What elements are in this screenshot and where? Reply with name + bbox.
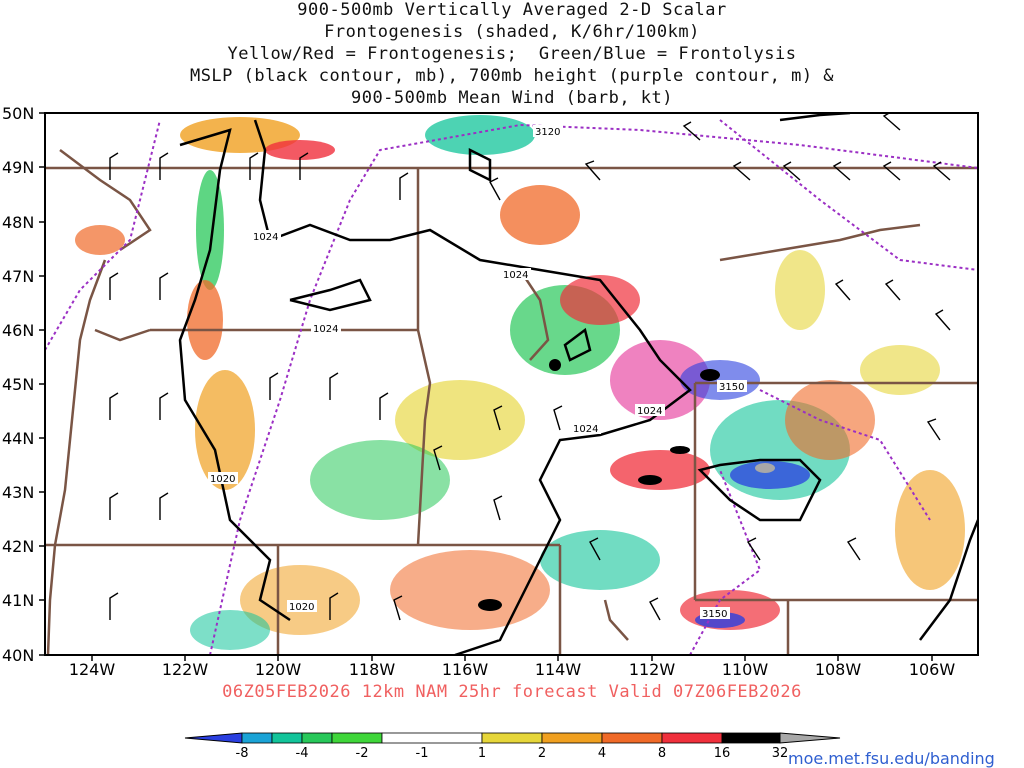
lon-label: 116W xyxy=(441,660,489,679)
height-700mb-contours xyxy=(45,119,978,655)
mslp-label: 1024 xyxy=(503,270,528,281)
lat-label: 45N xyxy=(2,375,35,394)
lon-label: 108W xyxy=(814,660,862,679)
lon-label: 114W xyxy=(534,660,582,679)
height-label: 3120 xyxy=(535,127,560,138)
colorbar-label: -8 xyxy=(235,746,249,761)
chart-title-line-1: 900-500mb Vertically Averaged 2-D Scalar xyxy=(297,0,727,20)
axis-ticks xyxy=(39,112,933,661)
lat-label: 44N xyxy=(2,429,35,448)
lat-label: 46N xyxy=(2,321,35,340)
lon-label: 124W xyxy=(68,660,116,679)
colorbar xyxy=(184,732,841,744)
height-label: 3150 xyxy=(719,382,744,393)
colorbar-label: -4 xyxy=(295,746,309,761)
mslp-label: 1020 xyxy=(210,474,235,485)
lon-label: 122W xyxy=(161,660,209,679)
lat-label: 47N xyxy=(2,267,35,286)
geographic-borders xyxy=(45,149,978,655)
lat-label: 43N xyxy=(2,483,35,502)
colorbar-label: 16 xyxy=(713,746,731,761)
chart-title-line-4: MSLP (black contour, mb), 700mb height (… xyxy=(189,66,835,86)
lat-label: 50N xyxy=(2,104,35,123)
lon-label: 118W xyxy=(348,660,396,679)
lat-label: 42N xyxy=(2,537,35,556)
colorbar-label: 2 xyxy=(537,746,547,761)
mslp-label: 1020 xyxy=(289,602,314,613)
lon-label: 112W xyxy=(628,660,676,679)
mslp-label: 1024 xyxy=(637,406,662,417)
lon-label: 120W xyxy=(254,660,302,679)
mslp-contours xyxy=(178,113,978,655)
mslp-label: 1024 xyxy=(253,232,278,243)
credit-url[interactable]: moe.met.fsu.edu/banding xyxy=(788,749,995,768)
lon-label: 110W xyxy=(721,660,769,679)
mslp-label: 1024 xyxy=(313,324,338,335)
colorbar-label: 8 xyxy=(657,746,667,761)
chart-title-line-2: Frontogenesis (shaded, K/6hr/100km) xyxy=(324,22,700,42)
forecast-valid-time: 06Z05FEB2026 12km NAM 25hr forecast Vali… xyxy=(222,682,802,702)
chart-title-line-5: 900-500mb Mean Wind (barb, kt) xyxy=(350,88,674,108)
colorbar-label: 4 xyxy=(597,746,607,761)
lat-label: 41N xyxy=(2,591,35,610)
colorbar-label: 1 xyxy=(477,746,487,761)
colorbar-label: -1 xyxy=(415,746,429,761)
lat-label: 49N xyxy=(2,158,35,177)
colorbar-label: -2 xyxy=(355,746,369,761)
mslp-label: 1024 xyxy=(573,424,598,435)
height-label: 3150 xyxy=(702,609,727,620)
colorbar-label: 32 xyxy=(771,746,789,761)
wind-barbs xyxy=(109,113,951,621)
chart-title-line-3: Yellow/Red = Frontogenesis; Green/Blue =… xyxy=(227,44,797,64)
lon-label: 106W xyxy=(908,660,956,679)
lat-label: 48N xyxy=(2,213,35,232)
lat-label: 40N xyxy=(2,646,35,665)
map-plot-area xyxy=(45,113,978,655)
